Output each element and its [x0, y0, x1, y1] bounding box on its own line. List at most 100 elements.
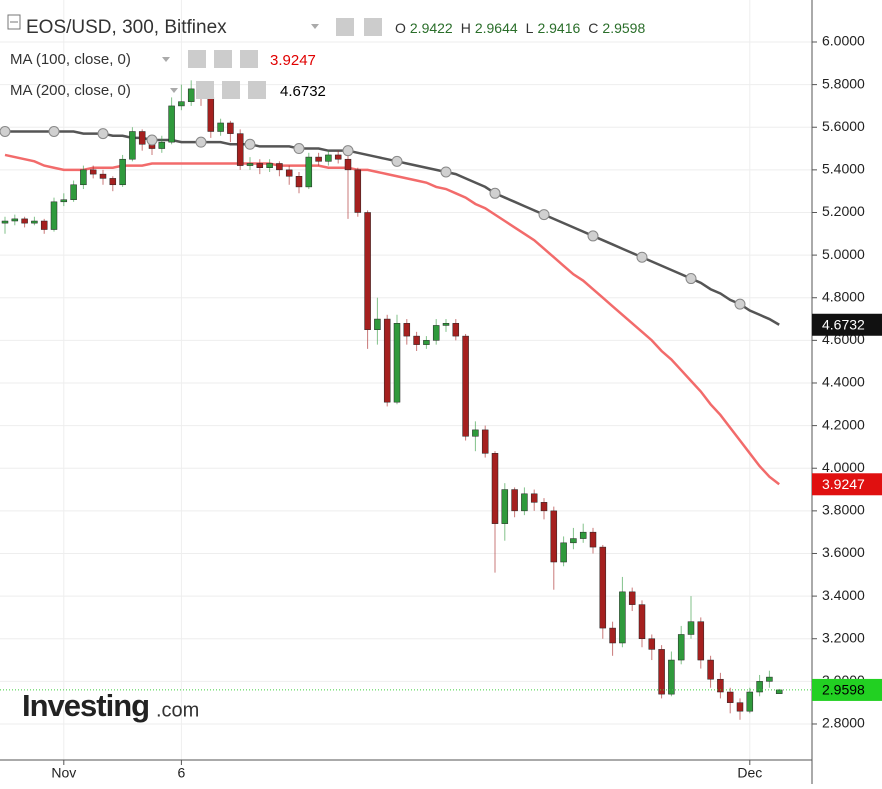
candle-body [315, 156, 322, 162]
settings-icon[interactable] [214, 50, 232, 68]
ohlc-key: L [526, 20, 534, 36]
candle-body [697, 621, 705, 661]
candle-body [540, 502, 548, 512]
candle-body [746, 691, 754, 712]
ma-marker [195, 136, 207, 148]
candle-body [491, 453, 499, 524]
candle-body [325, 154, 332, 162]
candle-body [60, 199, 68, 203]
candle-body [599, 546, 607, 629]
y-tick-label: 5.0000 [822, 246, 865, 262]
candle-body [21, 218, 28, 224]
watermark: Investing .com [22, 688, 199, 723]
candle-body [530, 493, 538, 503]
ma-marker [97, 128, 109, 140]
ohlc-readout: O 2.9422 H 2.9644 L 2.9416 C 2.9598 [395, 20, 645, 36]
candle-body [707, 659, 714, 680]
ma-value: 4.6732 [280, 83, 326, 100]
ohlc-key: O [395, 20, 406, 36]
ma-marker [636, 251, 648, 263]
ma-marker [538, 209, 550, 221]
candle-body [511, 489, 518, 512]
candle-body [138, 131, 146, 145]
dropdown-arrow[interactable] [162, 57, 170, 62]
candle-body [570, 538, 577, 544]
candle-body [481, 429, 489, 454]
y-tick-label: 5.4000 [822, 161, 865, 177]
candle-body [80, 169, 87, 186]
ma-marker [587, 230, 599, 242]
candle-body [374, 318, 381, 330]
dropdown-arrow[interactable] [311, 24, 319, 29]
ma-marker [0, 125, 11, 137]
last-price-badge: 2.9598 [822, 682, 865, 698]
candle-body [217, 122, 224, 132]
y-tick-label: 3.2000 [822, 629, 865, 645]
candle-body [423, 340, 430, 345]
settings-icon[interactable] [364, 18, 382, 36]
dropdown-arrow[interactable] [170, 88, 178, 93]
candle-body [266, 163, 273, 168]
candle-body [334, 154, 342, 160]
candle-body [40, 220, 48, 230]
candle-body [462, 335, 469, 437]
candle-body [50, 201, 58, 230]
candle-body [638, 604, 646, 639]
candle-body [658, 649, 665, 695]
ohlc-value: 2.9422 [410, 20, 453, 36]
candle-body [207, 97, 215, 132]
candle-body [158, 141, 166, 149]
chart-title: EOS/USD, 300, Bitfinex [26, 17, 227, 38]
ma100-badge-bg [812, 473, 882, 496]
collapse-icon[interactable] [7, 14, 21, 30]
candle-body [1, 220, 9, 224]
candle-body [687, 621, 695, 635]
ma-marker [293, 143, 305, 155]
candle-body [187, 88, 195, 102]
candle-body [11, 218, 19, 222]
ohlc-value: 2.9598 [602, 20, 645, 36]
candle-body [246, 163, 254, 166]
candle-body [227, 122, 234, 134]
axis: 2.80003.00003.20003.40003.60003.80004.00… [51, 33, 882, 781]
candle-body [472, 429, 479, 437]
ma100-badge: 3.9247 [822, 476, 865, 492]
candle-body [413, 335, 420, 345]
settings-icon[interactable] [222, 81, 240, 99]
plot [0, 80, 812, 720]
candle-body [560, 542, 567, 563]
grid [0, 0, 812, 760]
candle-body [726, 691, 734, 703]
remove-icon[interactable] [240, 50, 258, 68]
eye-icon[interactable] [336, 18, 354, 36]
x-tick-label: Nov [51, 765, 76, 781]
ma200-badge: 4.6732 [822, 316, 865, 332]
eye-icon[interactable] [188, 50, 206, 68]
candle-body [383, 318, 391, 403]
candle-body [344, 158, 352, 171]
candle-body [442, 323, 450, 326]
candle-body [589, 531, 597, 548]
candle-body [628, 591, 636, 605]
remove-icon[interactable] [248, 81, 266, 99]
candle-body [736, 702, 744, 712]
ma-marker [685, 273, 697, 285]
y-tick-label: 4.2000 [822, 416, 865, 432]
candle-body [501, 489, 509, 524]
moving-average-line [4, 153, 780, 486]
ma-marker [48, 125, 60, 137]
candle-body [393, 323, 401, 403]
y-tick-label: 4.0000 [822, 459, 865, 475]
candle-body [119, 158, 126, 186]
ohlc-value: 2.9416 [537, 20, 580, 36]
eye-icon[interactable] [196, 81, 214, 99]
y-tick-label: 3.8000 [822, 502, 865, 518]
x-tick-label: 6 [178, 765, 186, 781]
candle-body [129, 131, 136, 160]
candle-body [619, 591, 626, 644]
y-tick-label: 6.0000 [822, 33, 865, 49]
x-tick-label: Dec [737, 765, 762, 781]
candle-body [677, 634, 685, 661]
